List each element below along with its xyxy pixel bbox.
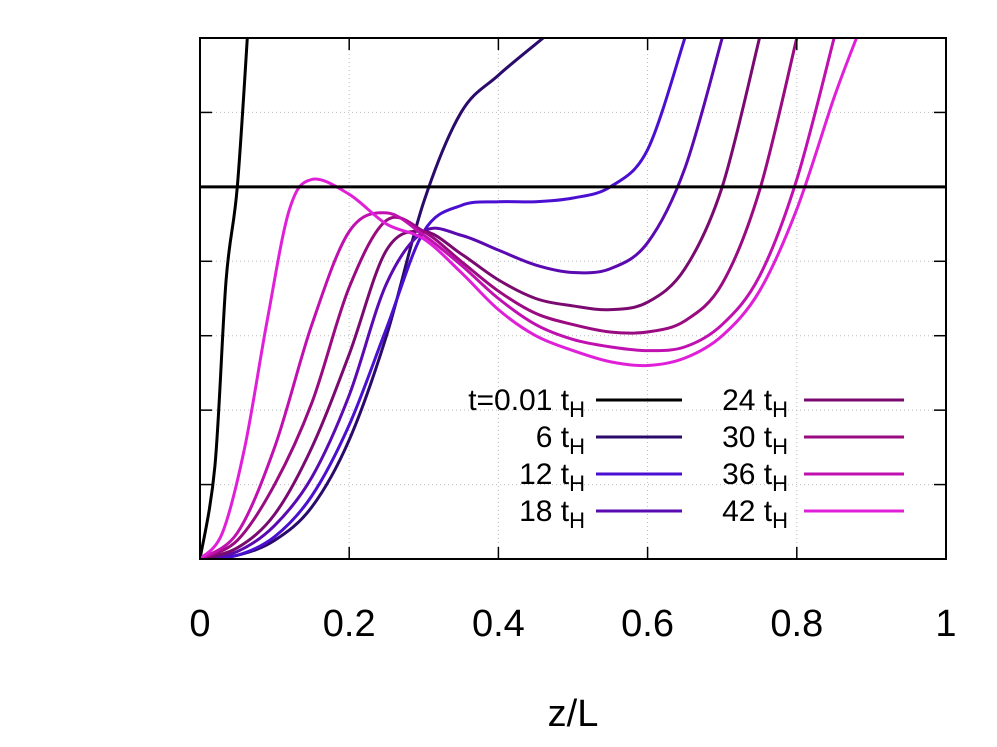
series-line-2 [200, 38, 687, 559]
axis-ticks [200, 38, 946, 559]
legend-label-0: t=0.01 tH [468, 384, 585, 422]
x-tick-label-0: 0 [189, 603, 210, 645]
x-tick-label-2: 0.4 [472, 603, 525, 645]
x-axis-label: z/L [548, 693, 599, 735]
legend-label-6: 36 tH [722, 458, 788, 496]
legend-label-5: 30 tH [722, 421, 788, 459]
x-tick-label-4: 0.8 [770, 603, 823, 645]
series-line-0 [200, 38, 249, 559]
series-line-3 [200, 38, 724, 559]
legend-label-4: 24 tH [722, 384, 788, 422]
series-line-6 [200, 38, 836, 559]
series-line-1 [200, 38, 545, 559]
x-tick-label-5: 1 [935, 603, 956, 645]
legend-item-3: 18 tH [519, 495, 682, 533]
legend-label-2: 12 tH [519, 458, 585, 496]
legend-item-4: 24 tH [722, 384, 904, 422]
x-tick-label-1: 0.2 [323, 603, 376, 645]
legend-item-0: t=0.01 tH [468, 384, 682, 422]
plot-frame [199, 37, 947, 560]
legend-item-1: 6 tH [536, 421, 682, 459]
legend-item-6: 36 tH [722, 458, 904, 496]
legend-item-2: 12 tH [519, 458, 682, 496]
legend-item-5: 30 tH [722, 421, 904, 459]
legend-label-1: 6 tH [536, 421, 585, 459]
legend-label-7: 42 tH [722, 495, 788, 533]
series-line-4 [200, 38, 761, 559]
legend-item-7: 42 tH [722, 495, 904, 533]
legend-label-3: 18 tH [519, 495, 585, 533]
series-line-5 [200, 38, 799, 559]
x-tick-labels: 0 0.2 0.4 0.6 0.8 1 [189, 603, 956, 645]
x-tick-label-3: 0.6 [621, 603, 674, 645]
series-lines [200, 38, 858, 559]
series-line-7 [200, 38, 858, 559]
